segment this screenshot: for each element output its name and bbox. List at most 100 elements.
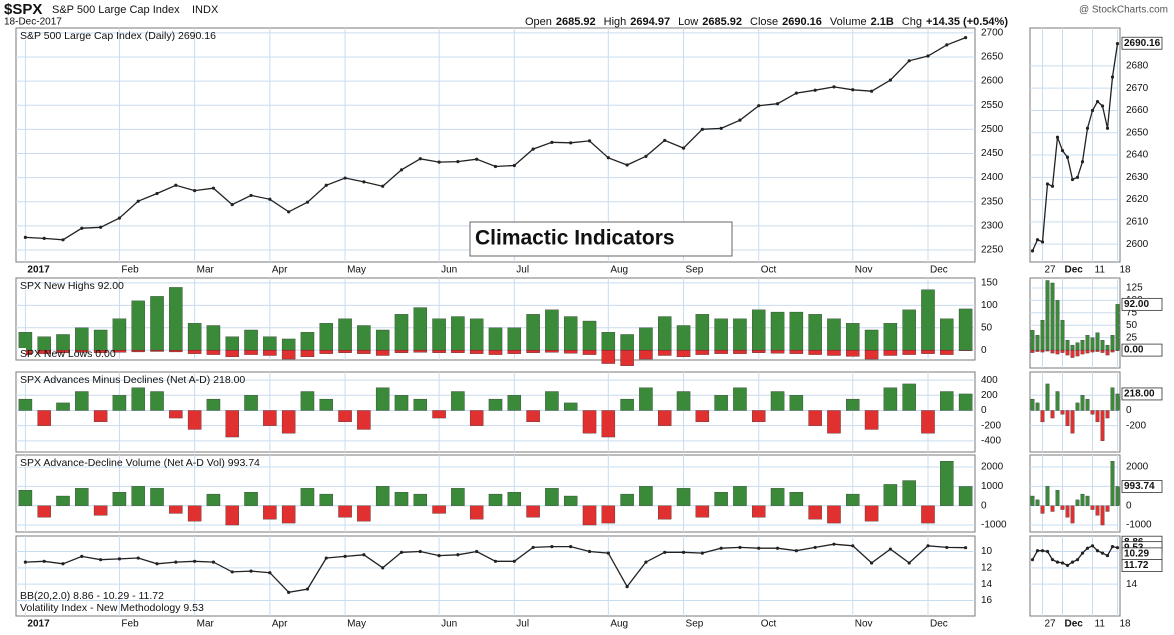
point — [117, 557, 122, 561]
bar — [601, 410, 616, 438]
y-tick-label: 2350 — [981, 196, 1004, 207]
x-tick-label: Mar — [197, 619, 215, 630]
point — [305, 587, 310, 591]
bar — [187, 505, 202, 522]
quote-label: Low — [678, 16, 698, 28]
x-tick-label: Dec — [930, 265, 948, 276]
bar — [1035, 499, 1040, 506]
bar — [563, 402, 578, 411]
bar — [1035, 335, 1040, 351]
point — [681, 146, 686, 150]
bar — [1070, 344, 1075, 351]
x-tick-label: Sep — [686, 619, 704, 630]
bar — [1070, 410, 1075, 434]
point — [1080, 551, 1085, 555]
point — [399, 550, 404, 554]
bar — [582, 505, 597, 526]
point — [1115, 546, 1120, 550]
panel-frame — [1029, 454, 1121, 533]
point — [230, 202, 234, 207]
point — [1055, 560, 1060, 564]
quote-label: Open — [525, 16, 552, 28]
point — [512, 163, 516, 168]
point — [531, 147, 535, 151]
point — [531, 545, 535, 550]
bar — [75, 327, 89, 351]
y-tick-label: 2650 — [981, 52, 1004, 63]
bar — [206, 398, 221, 411]
bar — [902, 480, 916, 506]
bar — [827, 505, 841, 524]
x-tick-label: 18 — [1120, 265, 1132, 276]
point — [1085, 546, 1090, 550]
label-bg — [18, 30, 26, 40]
bar — [695, 410, 710, 423]
y-tick-label: 50 — [1126, 320, 1138, 331]
index-name: S&P 500 Large Cap Index — [52, 4, 180, 16]
bar — [846, 323, 860, 351]
y-tick-label: 2550 — [981, 100, 1004, 111]
point — [1035, 238, 1040, 242]
bar — [808, 349, 822, 355]
panel-frame — [1029, 535, 1121, 617]
label-bg — [18, 602, 26, 612]
bar — [488, 493, 503, 506]
point — [362, 553, 366, 557]
y-tick-label: 2000 — [981, 462, 1004, 473]
point — [23, 560, 28, 564]
bar — [300, 488, 315, 506]
point — [1070, 177, 1075, 182]
bar — [375, 329, 390, 351]
bar — [1040, 410, 1045, 423]
bar — [940, 391, 954, 411]
bar — [187, 410, 202, 430]
bar — [1090, 337, 1095, 351]
bar — [1060, 410, 1065, 415]
bar — [432, 410, 446, 419]
point — [587, 549, 592, 554]
bar — [770, 311, 785, 351]
x-tick-label: 2017 — [27, 265, 50, 276]
label-bg — [18, 590, 26, 600]
x-tick-label: Feb — [121, 619, 139, 630]
quote-text: Open 2685.92 High 2694.97 Low 2685.92 Close 269… — [525, 16, 1008, 28]
point — [1085, 126, 1090, 130]
bar — [1045, 280, 1050, 351]
y-tick-label: 125 — [1126, 283, 1143, 294]
bar — [1065, 505, 1070, 518]
x-tick-label: Nov — [855, 619, 873, 630]
point — [625, 163, 629, 167]
point — [700, 127, 704, 131]
panel-frame — [1029, 371, 1121, 453]
bar — [639, 349, 653, 360]
bar — [394, 491, 409, 506]
point — [1105, 126, 1110, 130]
bar — [846, 398, 860, 411]
bar — [846, 493, 860, 506]
point — [155, 191, 159, 196]
bar — [375, 486, 390, 506]
bar — [18, 490, 33, 506]
y-tick-label: -1000 — [1126, 520, 1152, 531]
bar — [281, 410, 296, 434]
bar — [244, 349, 258, 355]
y-tick-label: 75 — [1126, 307, 1138, 318]
bar — [1065, 340, 1070, 351]
point — [794, 549, 798, 553]
bar — [338, 410, 352, 423]
exchange: INDX — [192, 4, 219, 16]
point — [305, 200, 310, 204]
point — [493, 559, 498, 563]
point — [606, 156, 610, 160]
bar — [413, 398, 428, 411]
bar — [921, 410, 935, 434]
point — [174, 183, 178, 187]
value-box — [1121, 297, 1163, 311]
bar — [1090, 505, 1095, 510]
y-tick-label: 2500 — [981, 124, 1004, 135]
y-tick-label: 2250 — [981, 245, 1004, 256]
bar — [958, 486, 973, 506]
bar — [225, 410, 239, 438]
bar — [1055, 349, 1060, 355]
bar — [1100, 410, 1105, 441]
